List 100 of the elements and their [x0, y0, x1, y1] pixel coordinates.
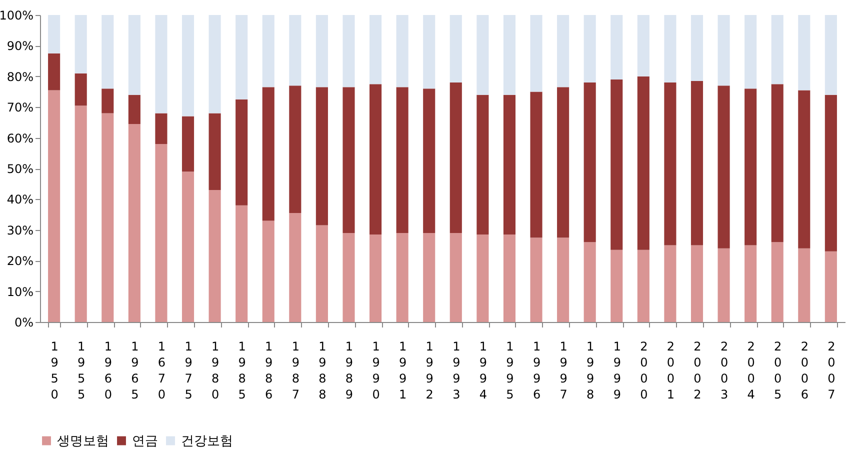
x-tick-label: 1987	[292, 340, 300, 402]
bar	[396, 232, 408, 322]
x-tick-label: 1965	[131, 340, 139, 402]
bar	[316, 15, 328, 88]
bar	[557, 87, 570, 238]
y-tick-label: 40%	[6, 192, 34, 207]
x-tick-label: 1995	[506, 340, 514, 402]
bar	[771, 15, 784, 84]
bar	[208, 190, 221, 322]
x-tick-label: 2001	[666, 340, 675, 402]
bar	[450, 82, 462, 233]
x-tick-label: 2004	[747, 340, 755, 402]
bar	[450, 15, 462, 83]
x-tick-label: 2000	[640, 340, 648, 402]
x-tick-label: 2007	[828, 340, 836, 402]
bar	[584, 82, 596, 242]
bar	[637, 250, 650, 322]
bar	[637, 15, 650, 76]
bar	[289, 213, 302, 322]
bar	[744, 245, 757, 322]
x-tick-label: 1975	[184, 340, 192, 402]
bar	[342, 87, 355, 233]
x-tick-label: 1988	[318, 340, 326, 402]
bar	[423, 232, 436, 322]
bar	[370, 84, 382, 235]
y-tick-label: 60%	[6, 131, 34, 146]
y-tick-label: 20%	[6, 254, 34, 268]
bar	[664, 245, 676, 322]
x-tick-label: 1950	[50, 340, 58, 402]
bar	[289, 86, 302, 214]
bar	[102, 113, 114, 322]
x-tick-label: 1992	[426, 340, 434, 402]
bar	[262, 87, 274, 221]
bar	[557, 15, 570, 88]
bar	[610, 250, 623, 322]
x-tick-label: 1990	[372, 340, 380, 402]
bar	[48, 53, 60, 90]
x-tick-label: 1996	[532, 340, 541, 402]
bar	[690, 15, 704, 82]
bar	[476, 94, 489, 235]
bar	[396, 15, 408, 88]
bar	[102, 88, 114, 114]
x-tick-label: 1670	[158, 340, 166, 402]
bar	[718, 15, 730, 86]
x-tick-label: 2006	[800, 340, 808, 402]
bar	[798, 248, 810, 322]
bar	[423, 88, 436, 233]
bar	[476, 234, 489, 322]
y-tick-label: 90%	[6, 39, 34, 54]
y-tick-label: 30%	[6, 223, 34, 238]
bar	[155, 15, 168, 114]
bar	[48, 15, 60, 54]
bar	[771, 84, 784, 242]
bar	[74, 73, 87, 106]
bar	[476, 15, 489, 95]
bar	[74, 15, 87, 74]
bar	[316, 87, 328, 226]
y-tick-label: 70%	[6, 100, 34, 115]
bar	[208, 15, 221, 114]
bar	[396, 87, 408, 233]
y-tick-label: 80%	[6, 70, 34, 84]
bar	[289, 15, 302, 86]
bar	[530, 15, 542, 92]
bar	[798, 15, 810, 90]
bar	[342, 232, 355, 322]
bar	[503, 94, 516, 235]
x-tick-label: 1998	[586, 340, 594, 402]
x-tick-label: 2002	[694, 340, 702, 402]
bar	[370, 15, 382, 84]
y-tick-label: 0%	[14, 316, 34, 330]
x-tick-label: 2003	[720, 340, 728, 402]
legend-label: 건강보험	[181, 434, 233, 449]
bar	[236, 99, 248, 206]
bar	[208, 113, 221, 190]
bar	[128, 94, 140, 124]
bar	[530, 92, 542, 238]
bar	[530, 238, 542, 322]
bar	[824, 251, 837, 322]
x-tick-label: 1985	[238, 340, 246, 402]
bar	[182, 15, 194, 116]
x-tick-label: 1994	[479, 340, 488, 402]
bar	[824, 15, 837, 95]
bar	[262, 15, 274, 88]
bar	[342, 15, 355, 88]
x-tick-label: 1960	[104, 340, 112, 402]
bar	[316, 225, 328, 322]
bar	[503, 234, 516, 322]
legend-label: 생명보험	[57, 434, 109, 449]
bar	[74, 106, 87, 322]
bar	[182, 116, 194, 172]
x-tick-label: 1989	[345, 340, 354, 402]
bar	[128, 124, 140, 322]
bar	[584, 15, 596, 83]
bar	[503, 15, 516, 95]
x-tick-label: 1980	[211, 340, 220, 402]
bar	[718, 86, 730, 248]
bar	[718, 248, 730, 322]
x-tick-label: 1999	[613, 340, 621, 402]
bar	[155, 113, 168, 144]
x-tick-label: 1997	[560, 340, 568, 402]
